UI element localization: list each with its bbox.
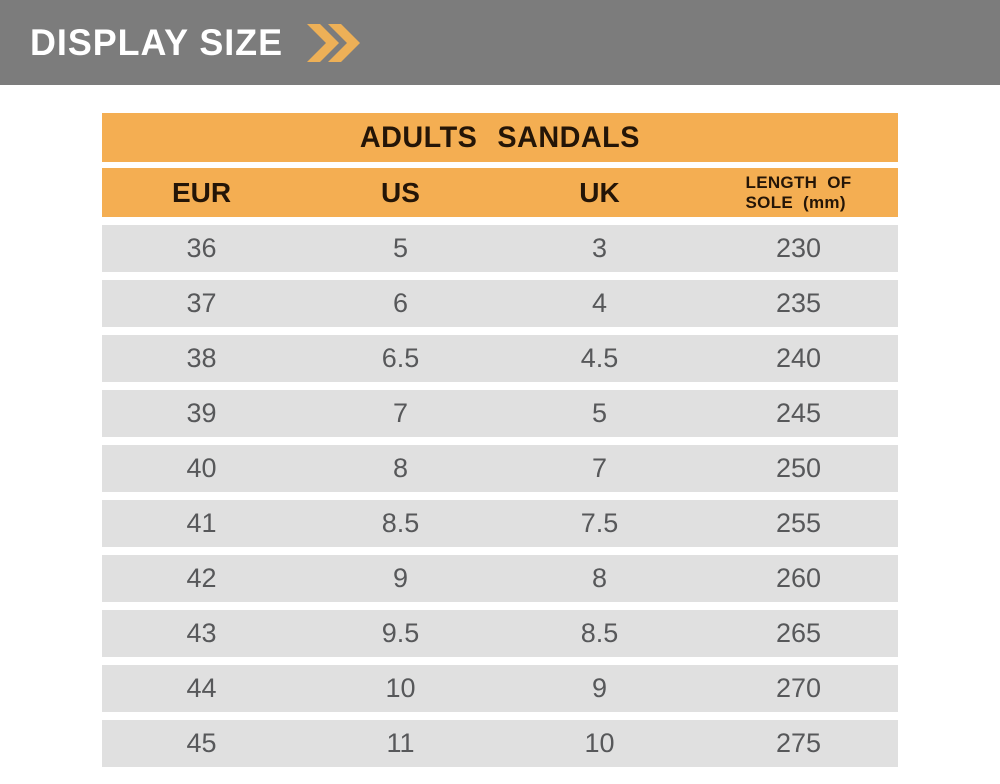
table-cell-length-of-sole: 260 (775, 563, 822, 593)
column-header-length-of-sole: LENGTH OF SOLE (mm) (745, 172, 852, 212)
table-cell-length-of-sole: 270 (775, 673, 822, 703)
table-row: 38 6.5 4.5 240 (102, 335, 898, 382)
table-cell-length-of-sole: 245 (775, 398, 822, 428)
table-cell-uk: 8.5 (580, 618, 619, 648)
banner-title: DISPLAY SIZE (30, 22, 283, 63)
table-cell-length-of-sole: 240 (775, 343, 822, 373)
table-cell-uk: 3 (591, 233, 608, 263)
table-row: 43 9.5 8.5 265 (102, 610, 898, 657)
table-row: 41 8.5 7.5 255 (102, 500, 898, 547)
table-cell-eur: 40 (186, 453, 217, 483)
table-cell-length-of-sole: 275 (775, 728, 822, 758)
table-title: ADULTS SANDALS (359, 120, 641, 154)
table-cell-uk: 7.5 (580, 508, 619, 538)
display-size-banner: DISPLAY SIZE (0, 0, 1000, 85)
table-row: 37 6 4 235 (102, 280, 898, 327)
table-cell-us: 8 (392, 453, 409, 483)
size-chart-table: ADULTS SANDALS EUR US UK LENGTH OF SOLE (mm… (102, 113, 898, 767)
table-title-row: ADULTS SANDALS (102, 113, 898, 162)
column-header-uk: UK (579, 176, 620, 208)
table-cell-us: 10 (385, 673, 416, 703)
table-cell-length-of-sole: 235 (775, 288, 822, 318)
table-cell-us: 9.5 (381, 618, 420, 648)
table-cell-us: 5 (392, 233, 409, 263)
table-cell-eur: 37 (186, 288, 217, 318)
table-body: 36 5 3 230 37 6 4 235 38 6.5 4.5 240 39 7 5 245 40 8 7 250 4… (102, 225, 898, 767)
table-cell-eur: 39 (186, 398, 217, 428)
table-cell-uk: 5 (591, 398, 608, 428)
double-chevron-right-icon (306, 23, 365, 62)
column-header-eur: EUR (171, 176, 232, 208)
table-cell-eur: 45 (186, 728, 217, 758)
table-row: 39 7 5 245 (102, 390, 898, 437)
table-row: 42 9 8 260 (102, 555, 898, 602)
table-cell-uk: 8 (591, 563, 608, 593)
table-row: 36 5 3 230 (102, 225, 898, 272)
table-cell-us: 8.5 (381, 508, 420, 538)
table-cell-uk: 7 (591, 453, 608, 483)
table-row: 45 11 10 275 (102, 720, 898, 767)
table-cell-us: 11 (386, 728, 415, 758)
table-cell-eur: 42 (186, 563, 217, 593)
table-cell-uk: 10 (584, 728, 615, 758)
table-cell-eur: 36 (186, 233, 217, 263)
table-header-row: EUR US UK LENGTH OF SOLE (mm) (102, 168, 898, 217)
table-cell-eur: 38 (186, 343, 217, 373)
table-row: 44 10 9 270 (102, 665, 898, 712)
table-cell-eur: 43 (186, 618, 217, 648)
table-cell-us: 9 (392, 563, 409, 593)
column-header-us: US (381, 176, 420, 208)
table-cell-length-of-sole: 250 (775, 453, 822, 483)
table-cell-us: 6.5 (381, 343, 420, 373)
table-cell-us: 7 (392, 398, 409, 428)
table-cell-length-of-sole: 230 (775, 233, 822, 263)
table-cell-length-of-sole: 255 (775, 508, 822, 538)
table-cell-uk: 9 (591, 673, 608, 703)
table-cell-us: 6 (392, 288, 409, 318)
table-cell-eur: 41 (186, 508, 217, 538)
table-cell-uk: 4.5 (580, 343, 619, 373)
table-cell-uk: 4 (591, 288, 608, 318)
table-cell-eur: 44 (186, 673, 217, 703)
table-cell-length-of-sole: 265 (775, 618, 822, 648)
table-row: 40 8 7 250 (102, 445, 898, 492)
